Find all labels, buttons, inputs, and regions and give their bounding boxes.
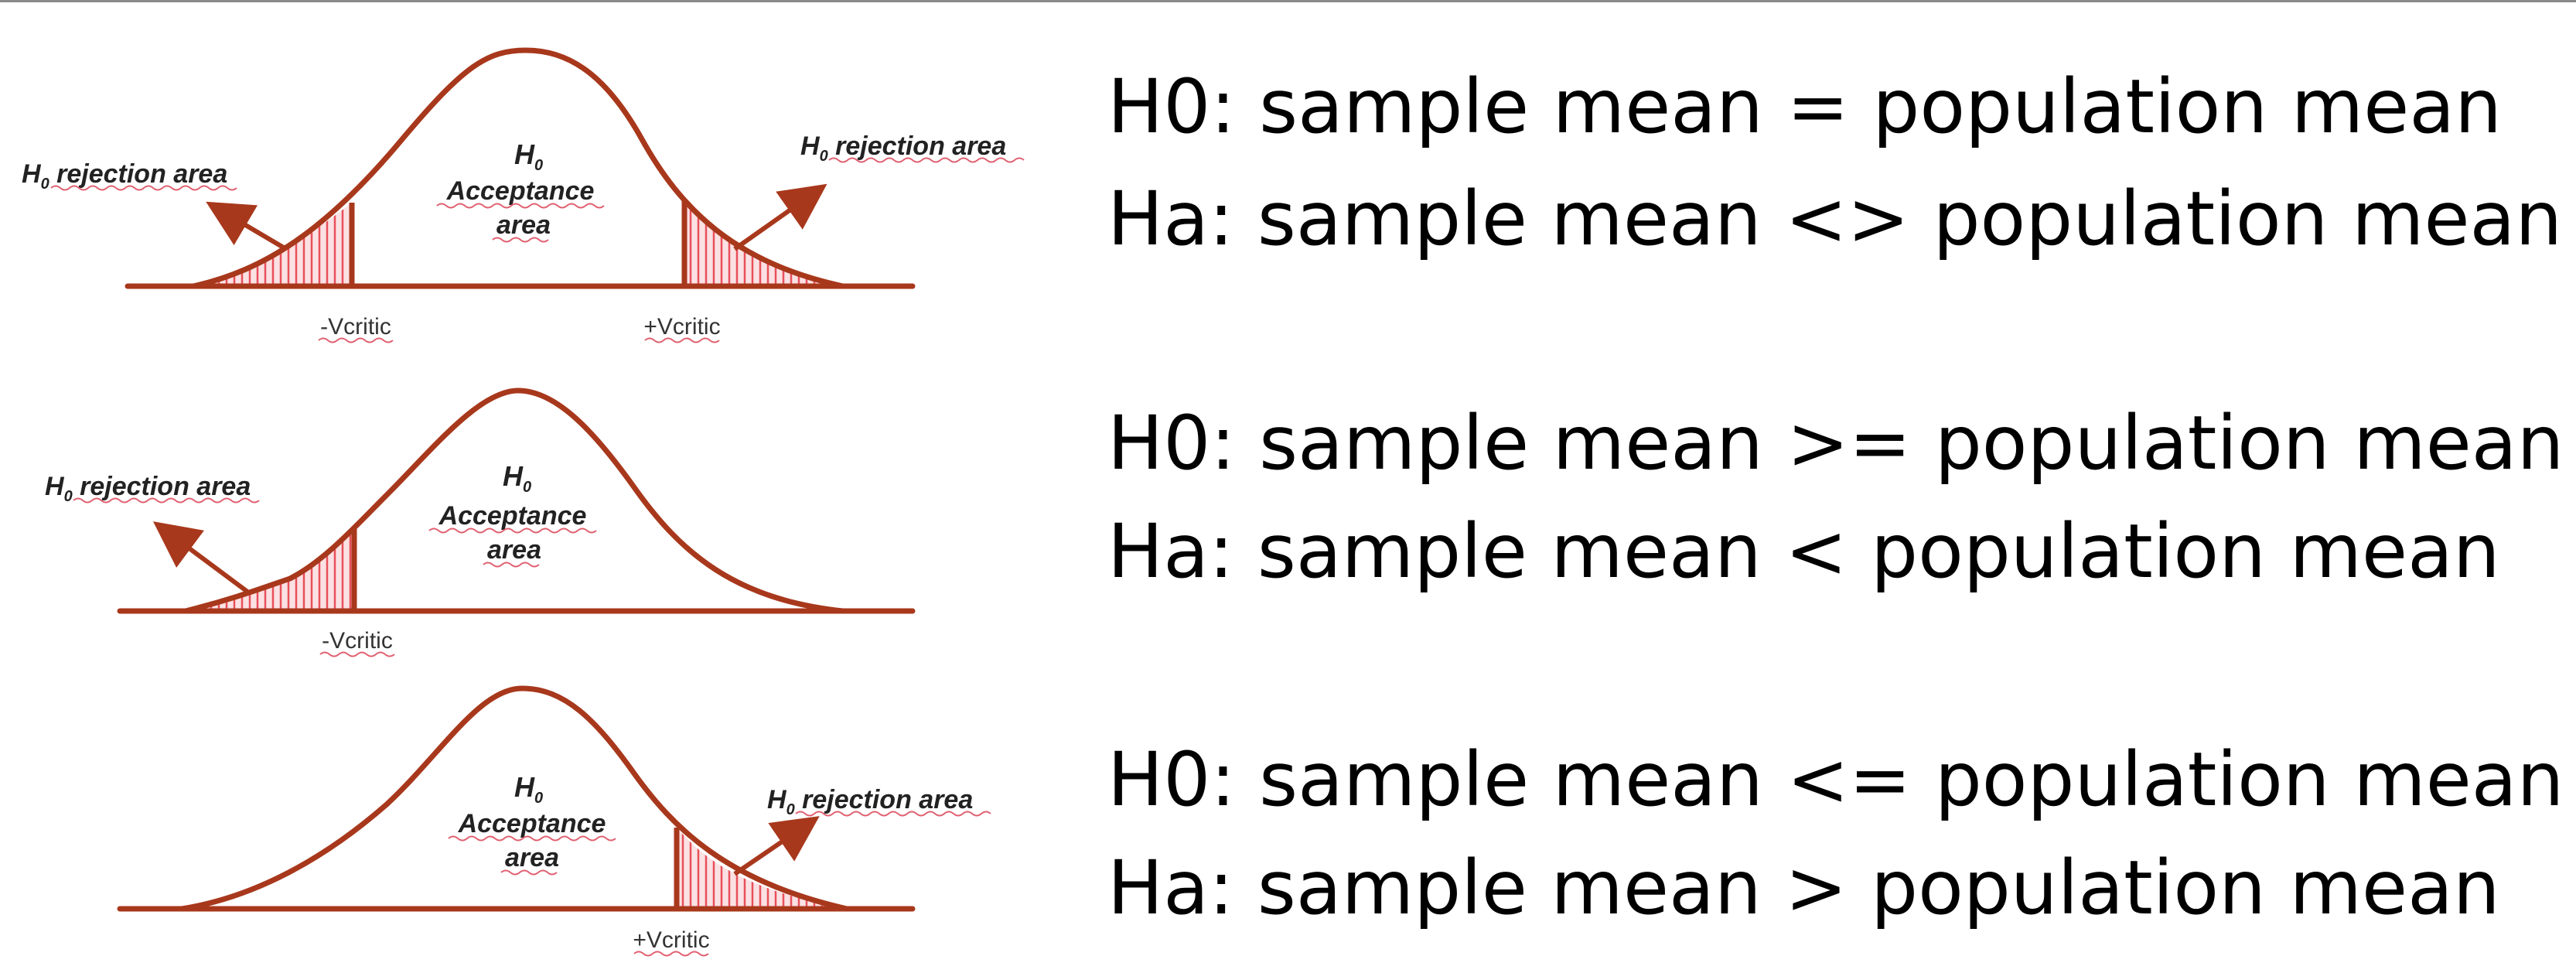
right-rejection-arrow bbox=[733, 816, 820, 876]
acceptance-h0: H0 bbox=[503, 460, 531, 496]
hypothesis-test-diagrams: H0 rejection area H0 rejection area H0 A… bbox=[0, 0, 1083, 973]
acceptance-line2: area bbox=[487, 535, 541, 565]
right-critical-label: +Vcritic bbox=[633, 927, 709, 953]
ha-two-tailed: Ha: sample mean <> population mean bbox=[1107, 176, 2563, 262]
bell-curve bbox=[183, 387, 846, 614]
left-rejection-region bbox=[193, 203, 352, 286]
right-rejection-region bbox=[684, 201, 843, 286]
right-critical-label: +Vcritic bbox=[643, 314, 720, 340]
right-rejection-region bbox=[677, 828, 847, 909]
right-rejection-arrow bbox=[733, 183, 827, 251]
acceptance-line1: Acceptance bbox=[458, 809, 606, 838]
right-tailed-diagram: H0 rejection area H0 Acceptance area +Vc… bbox=[117, 685, 991, 957]
bell-curve bbox=[190, 47, 846, 289]
top-border bbox=[0, 0, 2576, 2]
left-rejection-label: H0 rejection area bbox=[22, 159, 227, 193]
ha-left-tailed: Ha: sample mean < population mean bbox=[1107, 508, 2500, 595]
left-rejection-label: H0 rejection area bbox=[45, 472, 251, 505]
ha-right-tailed: Ha: sample mean > population mean bbox=[1107, 845, 2500, 931]
acceptance-h0: H0 bbox=[514, 771, 543, 807]
acceptance-line1: Acceptance bbox=[446, 176, 595, 206]
left-rejection-arrow bbox=[206, 201, 288, 251]
left-tailed-diagram: H0 rejection area H0 Acceptance area -Vc… bbox=[45, 387, 916, 657]
two-tailed-diagram: H0 rejection area H0 rejection area H0 A… bbox=[22, 47, 1025, 343]
left-rejection-arrow bbox=[152, 521, 249, 594]
acceptance-h0: H0 bbox=[514, 138, 543, 174]
left-critical-label: -Vcritic bbox=[320, 314, 391, 340]
acceptance-line1: Acceptance bbox=[438, 501, 587, 531]
left-rejection-region bbox=[186, 528, 354, 611]
left-critical-label: -Vcritic bbox=[322, 628, 393, 654]
h0-two-tailed: H0: sample mean = population mean bbox=[1107, 63, 2502, 150]
h0-left-tailed: H0: sample mean >= population mean bbox=[1107, 400, 2564, 486]
acceptance-line2: area bbox=[505, 843, 559, 872]
right-rejection-label: H0 rejection area bbox=[767, 785, 973, 818]
acceptance-line2: area bbox=[496, 210, 551, 240]
h0-right-tailed: H0: sample mean <= population mean bbox=[1107, 736, 2564, 823]
right-rejection-label: H0 rejection area bbox=[800, 131, 1006, 165]
bell-curve bbox=[179, 685, 850, 912]
